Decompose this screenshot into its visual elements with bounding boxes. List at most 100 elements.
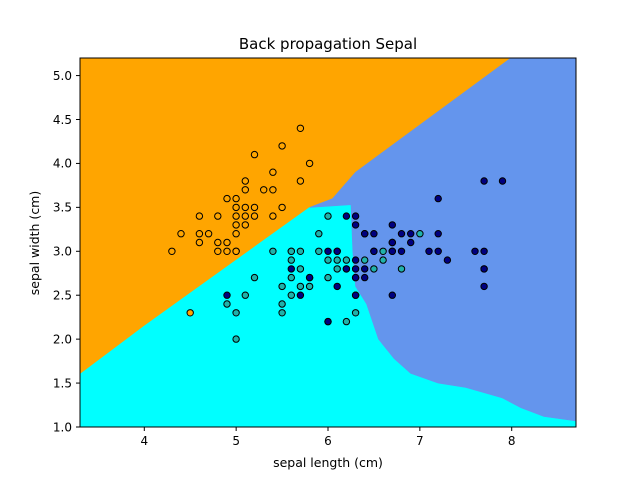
point-setosa xyxy=(296,177,305,185)
point-virginica xyxy=(296,291,305,299)
point-setosa xyxy=(250,203,259,212)
point-versicolor xyxy=(287,247,295,256)
point-virginica xyxy=(480,265,488,273)
point-setosa xyxy=(278,142,286,150)
point-virginica xyxy=(388,291,396,299)
point-versicolor xyxy=(370,265,378,273)
point-setosa xyxy=(204,230,213,238)
point-versicolor xyxy=(379,247,387,256)
point-virginica xyxy=(287,265,295,273)
point-versicolor xyxy=(232,309,240,317)
y-tick-label: 5.0 xyxy=(53,69,72,83)
point-virginica xyxy=(480,177,488,185)
point-setosa xyxy=(195,230,204,238)
point-versicolor xyxy=(351,309,360,317)
point-versicolor xyxy=(416,230,424,238)
point-setosa xyxy=(195,238,204,247)
point-setosa xyxy=(186,309,194,317)
point-setosa xyxy=(250,212,259,220)
point-setosa xyxy=(232,194,240,203)
point-setosa xyxy=(241,186,250,194)
point-virginica xyxy=(471,247,479,256)
x-axis-label: sepal length (cm) xyxy=(273,455,383,470)
point-virginica xyxy=(434,230,442,238)
point-virginica xyxy=(324,317,332,326)
point-versicolor xyxy=(361,256,369,264)
point-setosa xyxy=(296,124,305,133)
y-tick-label: 1.0 xyxy=(53,420,72,434)
point-virginica xyxy=(351,273,360,282)
point-setosa xyxy=(232,230,240,238)
point-setosa xyxy=(223,238,231,247)
point-virginica xyxy=(498,177,507,185)
point-virginica xyxy=(342,212,351,220)
point-setosa xyxy=(177,230,185,238)
point-versicolor xyxy=(232,335,240,343)
point-setosa xyxy=(168,247,176,256)
point-setosa xyxy=(232,221,240,229)
y-tick-label: 4.5 xyxy=(53,113,72,127)
point-virginica xyxy=(480,247,488,256)
point-setosa xyxy=(223,194,231,203)
point-virginica xyxy=(305,273,314,282)
point-versicolor xyxy=(269,247,277,256)
point-setosa xyxy=(278,203,286,212)
point-setosa xyxy=(232,212,240,220)
point-virginica xyxy=(351,291,360,299)
point-virginica xyxy=(425,247,433,256)
point-versicolor xyxy=(223,300,231,308)
point-virginica xyxy=(351,221,360,229)
point-versicolor xyxy=(305,282,314,291)
point-versicolor xyxy=(296,282,305,291)
x-tick-label: 8 xyxy=(508,434,516,448)
point-versicolor xyxy=(315,247,323,256)
point-virginica xyxy=(333,247,341,256)
point-setosa xyxy=(232,203,240,212)
point-versicolor xyxy=(333,265,341,273)
point-virginica xyxy=(361,265,369,273)
point-versicolor xyxy=(333,256,341,264)
point-setosa xyxy=(269,212,277,220)
point-setosa xyxy=(305,159,314,168)
point-setosa xyxy=(241,212,250,220)
point-setosa xyxy=(214,238,222,247)
point-versicolor xyxy=(278,300,286,308)
y-tick-label: 1.5 xyxy=(53,376,72,390)
point-virginica xyxy=(370,247,378,256)
point-setosa xyxy=(241,203,250,212)
x-tick-label: 4 xyxy=(140,434,148,448)
point-setosa xyxy=(232,247,240,256)
point-versicolor xyxy=(324,212,332,220)
point-setosa xyxy=(269,186,277,194)
point-virginica xyxy=(388,238,396,247)
point-versicolor xyxy=(278,309,286,317)
point-setosa xyxy=(214,212,222,220)
point-virginica xyxy=(480,282,488,291)
region-virginica xyxy=(309,58,576,422)
point-versicolor xyxy=(397,265,406,273)
point-setosa xyxy=(223,247,231,256)
data-points xyxy=(168,124,507,343)
point-versicolor xyxy=(287,256,295,264)
point-virginica xyxy=(388,247,396,256)
point-versicolor xyxy=(241,291,250,299)
point-virginica xyxy=(407,238,415,247)
y-axis-ticks: 1.0 1.5 2.0 2.5 3.0 3.5 4.0 4.5 5.0 xyxy=(53,69,80,434)
y-axis-label: sepal width (cm) xyxy=(27,191,42,295)
point-versicolor xyxy=(278,282,286,291)
y-tick-label: 2.5 xyxy=(53,289,72,303)
point-virginica xyxy=(397,247,406,256)
y-tick-label: 3.5 xyxy=(53,201,72,215)
chart-title: Back propagation Sepal xyxy=(239,35,417,53)
point-virginica xyxy=(333,282,341,291)
y-tick-label: 2.0 xyxy=(53,332,72,346)
x-tick-label: 7 xyxy=(416,434,424,448)
point-versicolor xyxy=(296,265,305,273)
decision-regions xyxy=(80,58,576,427)
point-setosa xyxy=(241,177,250,185)
point-setosa xyxy=(241,221,250,229)
x-axis-ticks: 4 5 6 7 8 xyxy=(140,427,516,448)
point-virginica xyxy=(388,221,396,229)
point-setosa xyxy=(269,168,277,176)
